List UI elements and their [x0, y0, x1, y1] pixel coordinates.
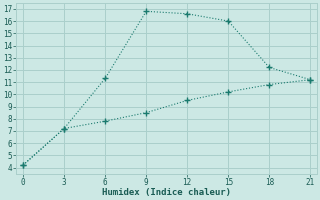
X-axis label: Humidex (Indice chaleur): Humidex (Indice chaleur)	[102, 188, 231, 197]
